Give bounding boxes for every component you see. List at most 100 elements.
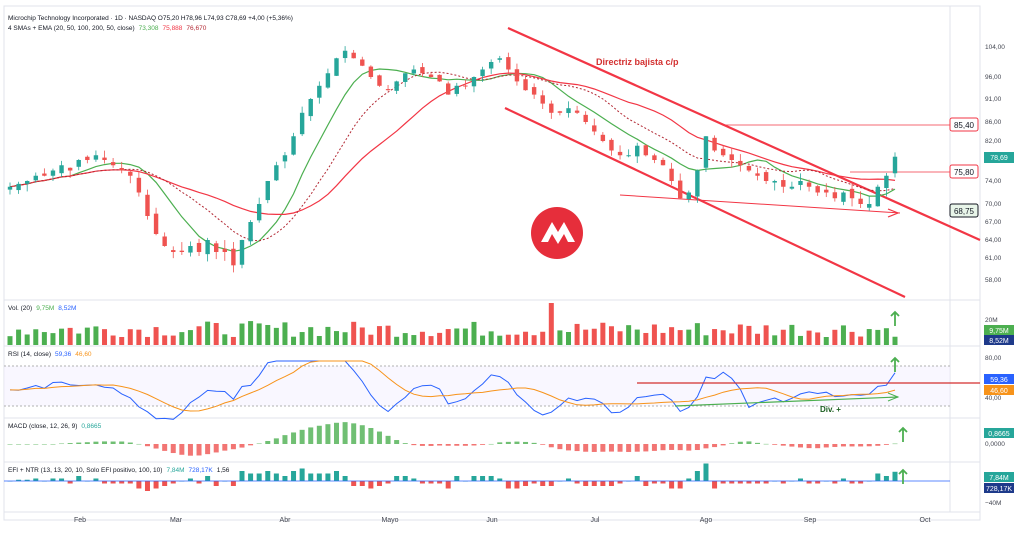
efi-bar — [720, 481, 726, 484]
volume-bar — [351, 321, 357, 345]
volume-bar — [50, 333, 56, 345]
volume-bar — [368, 334, 374, 345]
candle-body — [686, 192, 691, 200]
macd-bar — [780, 444, 786, 446]
macd-bar — [755, 442, 761, 444]
efi-bar — [454, 476, 460, 481]
macd-bar — [222, 444, 228, 451]
candle-body — [188, 246, 193, 253]
rsi-band — [4, 366, 950, 406]
efi-label-1: 7,84M — [989, 475, 1009, 482]
volume-bar — [832, 329, 838, 345]
macd-bar — [471, 444, 477, 446]
macd-bar — [462, 444, 468, 446]
candle-body — [145, 194, 150, 216]
rsi-up-arrow-icon — [890, 356, 900, 372]
volume-bar — [823, 336, 829, 345]
volume-bar — [634, 329, 640, 345]
candle-body — [299, 112, 305, 135]
ma-legend-label: 4 SMAs + EMA (20, 50, 100, 200, 50, clos… — [8, 25, 135, 32]
candle-body — [600, 134, 606, 141]
macd-bar — [351, 423, 357, 444]
ma-val-3: 76,670 — [186, 25, 206, 32]
macd-bar — [162, 444, 168, 451]
macd-bar — [127, 442, 133, 444]
macd-bar — [557, 444, 563, 450]
volume-bar — [394, 336, 400, 345]
volume-bar — [437, 332, 443, 345]
efi-bar — [694, 471, 700, 481]
volume-bar — [127, 329, 133, 345]
macd-bar — [394, 440, 400, 444]
price-tick: 61,00 — [985, 255, 1002, 262]
candle-body — [514, 69, 520, 82]
volume-bar — [497, 335, 503, 345]
sma-fast-line — [9, 68, 896, 252]
efi-bar — [583, 481, 589, 486]
candle-body — [695, 170, 700, 197]
price-level-labels: 85,40 75,80 68,75 78,69 — [949, 117, 1014, 218]
candle-body — [385, 89, 391, 91]
volume-bar — [600, 322, 606, 345]
candle-body — [471, 77, 477, 87]
volume-bar — [686, 329, 692, 345]
price-tick: 91,00 — [985, 96, 1002, 103]
candle-body — [179, 250, 185, 252]
efi-bar — [394, 476, 400, 481]
candle-body — [669, 168, 674, 181]
vol-up-arrow-icon — [890, 310, 900, 326]
candle-body — [549, 103, 554, 113]
candle-body — [85, 156, 90, 160]
vol-tick: 20M — [985, 317, 998, 324]
volume-bar — [239, 323, 245, 345]
volume-bar — [617, 331, 623, 345]
macd-bar — [170, 444, 176, 454]
volume-bar — [737, 324, 743, 345]
volume-bar — [153, 327, 159, 345]
volume-bar — [488, 331, 494, 345]
efi-bar — [686, 478, 692, 481]
macd-bar — [634, 444, 640, 452]
candle-body — [222, 248, 228, 252]
volume-bar — [7, 336, 13, 345]
macd-bar — [883, 444, 889, 445]
volume-bar — [411, 335, 417, 345]
efi-bar — [368, 481, 374, 489]
efi-bar — [780, 481, 786, 484]
volume-bar — [797, 335, 803, 345]
candle-body — [729, 154, 734, 160]
efi-bar — [144, 481, 150, 491]
efi-bar — [256, 473, 262, 481]
macd-bar — [669, 444, 675, 450]
macd-bar — [617, 444, 623, 452]
price-tick: 70,00 — [985, 201, 1002, 208]
rsi-annotation: Div. + — [820, 405, 841, 414]
macd-bar — [531, 442, 537, 444]
volume-bar — [514, 334, 520, 345]
macd-bar — [59, 443, 65, 445]
macd-bar — [540, 444, 546, 445]
efi-bar — [376, 481, 382, 486]
efi-bar — [677, 481, 683, 489]
efi-bar — [531, 481, 537, 484]
efi-bar — [351, 481, 357, 486]
macd-bar — [102, 441, 108, 444]
volume-bar — [712, 329, 718, 345]
candle-body — [67, 167, 73, 171]
macd-bar — [772, 444, 778, 445]
volume-bar — [892, 336, 898, 345]
efi-bar — [600, 481, 606, 486]
candle-body — [411, 69, 417, 74]
macd-bar — [248, 444, 254, 446]
efi-bar — [402, 476, 408, 481]
ema-line — [9, 71, 896, 242]
volume-bar — [213, 323, 219, 345]
volume-bar — [41, 332, 47, 345]
price-tick: 74,00 — [985, 178, 1002, 185]
macd-bar — [308, 427, 314, 444]
candle-body — [24, 181, 30, 184]
macd-bar — [875, 444, 881, 446]
macd-bar — [703, 444, 709, 449]
